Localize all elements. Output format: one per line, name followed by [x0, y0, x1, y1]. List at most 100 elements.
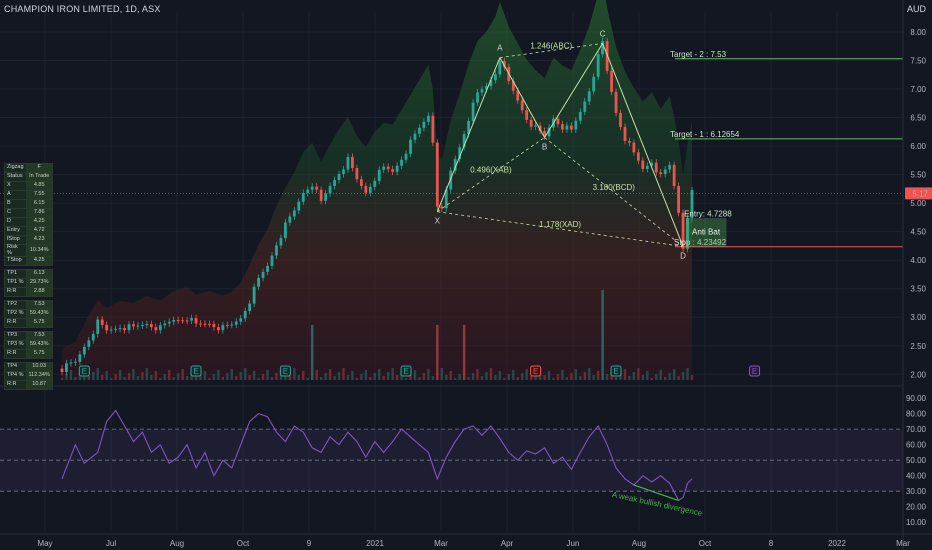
- candle-body: [230, 324, 234, 326]
- candle-body: [212, 324, 216, 328]
- volume-bar: [373, 373, 376, 380]
- candle-body: [587, 91, 591, 102]
- earnings-marker: [749, 365, 761, 377]
- candle-body: [368, 186, 372, 193]
- candle-body: [632, 142, 636, 153]
- stats-value: 59.43%: [25, 340, 53, 350]
- volume-bar: [663, 377, 667, 380]
- stats-key: TP3: [4, 331, 27, 341]
- volume-bar: [127, 373, 131, 380]
- candle-body: [306, 189, 310, 193]
- candle-body: [87, 340, 91, 347]
- rsi-tick-label: 60.00: [906, 441, 927, 450]
- earnings-marker-label: E: [403, 367, 408, 376]
- volume-bar: [561, 370, 564, 380]
- volume-bar: [579, 376, 582, 380]
- stats-key: TP1: [4, 269, 27, 279]
- volume-bar: [328, 369, 332, 380]
- time-tick-label: Aug: [170, 539, 184, 548]
- candle-body: [400, 159, 403, 166]
- pattern-ratio-label: 0.496(XAB): [470, 166, 512, 175]
- candle-body: [668, 164, 672, 170]
- volume-bar: [462, 325, 466, 380]
- candle-body: [141, 324, 144, 326]
- stats-key: TP3 %: [4, 340, 27, 350]
- volume-bar: [409, 374, 412, 380]
- candle-body: [239, 318, 243, 322]
- stats-key: R:R: [4, 287, 27, 297]
- stats-row: Entry 4.72: [4, 226, 53, 236]
- stats-value: 7.53: [25, 300, 53, 310]
- candle-body: [636, 152, 640, 161]
- candle-body: [288, 216, 292, 223]
- candle-body: [534, 125, 538, 127]
- volume-bar: [480, 376, 484, 380]
- candle-body: [243, 310, 247, 319]
- candle-body: [422, 121, 426, 128]
- price-tick-label: 6.00: [910, 142, 926, 151]
- time-tick-label: Jun: [567, 539, 580, 548]
- pattern-point-label: A: [497, 44, 503, 53]
- volume-bar: [311, 325, 314, 380]
- stats-row: TP1 6.13: [4, 269, 53, 279]
- symbol-title[interactable]: CHAMPION IRON LIMITED, 1D, ASX: [4, 4, 161, 14]
- candle-body: [529, 119, 533, 127]
- volume-bar: [87, 376, 91, 380]
- volume-bar: [588, 368, 591, 380]
- volume-bar: [382, 376, 385, 380]
- candle-body: [525, 110, 529, 120]
- candle-body: [69, 362, 73, 364]
- volume-bar: [235, 376, 238, 380]
- stats-key: TP4: [4, 362, 27, 372]
- volume-bar: [159, 378, 162, 380]
- volume-bar: [543, 375, 546, 380]
- candle-body: [498, 61, 502, 75]
- time-tick-label: Mar: [896, 539, 910, 548]
- stats-row: TP3 7.53: [4, 331, 53, 341]
- volume-bar: [217, 370, 220, 380]
- candle-body: [74, 361, 77, 363]
- rsi-tick-label: 40.00: [906, 472, 927, 481]
- stats-row: TP4 % 112.34%: [4, 371, 53, 381]
- candle-body: [60, 368, 64, 373]
- stats-row: D 4.25: [4, 217, 53, 227]
- volume-bar: [570, 373, 573, 380]
- candle-body: [279, 237, 283, 246]
- earnings-marker: [400, 365, 412, 377]
- candle-body: [458, 147, 462, 159]
- candle-body: [199, 323, 202, 325]
- candle-body: [82, 346, 86, 355]
- volume-bar: [525, 369, 528, 380]
- price-tick-label: 5.50: [910, 171, 926, 180]
- volume-bar: [333, 376, 336, 380]
- pattern-ratio-line: [544, 137, 684, 247]
- pattern-point-label: B: [542, 143, 547, 152]
- earnings-marker: [78, 365, 90, 377]
- stats-value: 10.87: [25, 380, 53, 390]
- candle-body: [284, 222, 287, 238]
- stats-value: 10.03: [25, 362, 53, 372]
- candle-body: [569, 125, 573, 130]
- time-tick-label: Jul: [106, 539, 116, 548]
- candle-body: [275, 245, 278, 256]
- stats-key: TP4 %: [4, 371, 27, 381]
- candle-body: [248, 303, 252, 311]
- candle-body: [471, 102, 475, 121]
- volume-bar: [337, 372, 341, 380]
- volume-bar: [69, 370, 73, 380]
- price-tick-label: 8.00: [910, 28, 926, 37]
- candle-body: [511, 81, 515, 91]
- time-tick-label: 9: [307, 539, 312, 548]
- pattern-ratio-line: [437, 211, 684, 247]
- candle-body: [686, 217, 689, 249]
- volume-bar: [92, 372, 95, 380]
- stats-row: TP2 % 59.43%: [4, 309, 53, 319]
- volume-bar: [592, 375, 595, 380]
- stats-value: 10.34%: [25, 244, 53, 257]
- volume-bar: [467, 377, 470, 380]
- price-tick-label: 4.50: [910, 228, 926, 237]
- volume-bar: [60, 378, 64, 380]
- candle-body: [158, 325, 162, 331]
- volume-bar: [498, 371, 502, 380]
